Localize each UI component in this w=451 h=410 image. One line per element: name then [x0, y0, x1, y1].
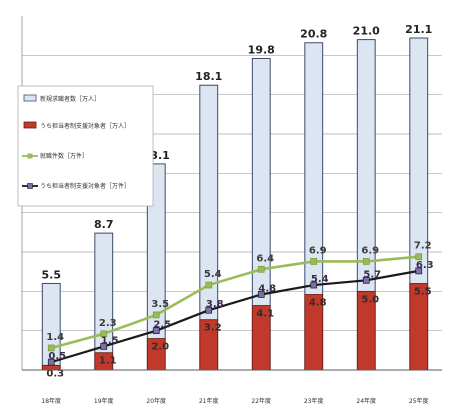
x-tick-label: 21年度 [199, 397, 219, 405]
data-label-placements: 7.2 [414, 241, 432, 252]
line-placements [50, 255, 419, 350]
x-tick-label: 22年度 [251, 397, 271, 405]
marker-support-placements [415, 267, 423, 275]
legend-item-new-seekers: 新規求職者数［万人］ [23, 94, 100, 103]
data-label-support-placements: 2.5 [153, 320, 171, 331]
data-label-placements: 3.5 [151, 299, 169, 310]
data-label-new-seekers: 21.0 [353, 25, 380, 38]
legend-box [17, 85, 154, 207]
data-label-new-seekers: 20.8 [300, 28, 327, 41]
marker-support-placements [100, 343, 108, 350]
bars [41, 37, 429, 371]
marker-placements [205, 281, 213, 289]
legend-swatch-support-seekers [23, 121, 37, 129]
legend-label-placements: 就職件数［万件］ [40, 152, 88, 160]
x-tick-label: 25年度 [409, 397, 429, 405]
data-label-new-seekers: 21.1 [405, 23, 432, 36]
line-support-placements [50, 269, 419, 364]
legend-item-support-placements: うち担当者制支援対象者［万件］ [22, 182, 130, 190]
legend-label-support-placements: うち担当者制支援対象者［万件］ [40, 182, 130, 190]
marker-placements [47, 344, 55, 352]
data-label-support-placements: 0.5 [48, 351, 66, 362]
marker-placements [362, 258, 370, 265]
data-label-support-placements: 5.4 [311, 274, 329, 285]
data-labels: 5.50.38.71.113.12.018.13.219.84.120.84.8… [42, 23, 434, 379]
data-label-support-placements: 3.8 [206, 299, 224, 310]
data-label-support-placements: 4.8 [258, 283, 276, 294]
data-label-support-seekers: 4.8 [309, 297, 327, 308]
legend-item-placements: 就職件数［万件］ [22, 152, 88, 160]
data-label-support-placements: 6.3 [416, 260, 434, 271]
data-label-support-seekers: 4.1 [256, 308, 274, 319]
data-label-new-seekers: 18.1 [195, 70, 222, 83]
data-label-placements: 2.3 [99, 318, 117, 329]
data-label-support-seekers: 5.0 [361, 294, 379, 305]
marker-support-placements [362, 276, 370, 284]
x-tick-label: 20年度 [146, 397, 166, 405]
marker-support-placements [47, 358, 55, 366]
marker-placements [152, 311, 160, 319]
lines [47, 253, 423, 366]
x-tick-label: 23年度 [304, 397, 324, 405]
data-label-placements: 1.4 [46, 332, 64, 343]
marker-support-placements [310, 281, 318, 289]
marker-placements [100, 330, 108, 338]
x-tick-label: 24年度 [356, 397, 376, 405]
legend-marker-placements [27, 153, 33, 159]
x-axis: 18年度 19年度 20年度 21年度 22年度 23年度 24年度 25年度 [22, 369, 442, 405]
data-label-support-seekers: 2.0 [151, 342, 169, 353]
data-label-placements: 6.9 [309, 245, 327, 256]
marker-placements [257, 265, 265, 273]
legend-label-support-seekers: うち担当者制支援対象者［万人］ [40, 122, 130, 130]
legend-item-support-seekers: うち担当者制支援対象者［万人］ [23, 121, 130, 130]
x-tick-label: 19年度 [94, 397, 114, 405]
x-tick-label: 18年度 [41, 397, 61, 405]
legend-label-new-seekers: 新規求職者数［万人］ [40, 95, 100, 103]
marker-support-placements [257, 291, 265, 298]
marker-support-placements [205, 306, 213, 314]
legend-swatch-new-seekers [23, 94, 37, 102]
data-label-support-seekers: 0.3 [46, 368, 64, 379]
marker-support-placements [152, 327, 160, 335]
marker-placements [310, 258, 318, 265]
data-label-placements: 6.4 [256, 253, 274, 264]
data-label-support-seekers: 3.2 [204, 323, 222, 334]
data-label-new-seekers: 19.8 [248, 43, 275, 56]
data-label-new-seekers: 8.7 [94, 218, 114, 231]
data-label-support-placements: 1.5 [101, 335, 119, 346]
data-label-new-seekers: 5.5 [42, 268, 62, 281]
data-label-support-placements: 5.7 [363, 269, 381, 280]
marker-placements [415, 253, 423, 261]
data-label-placements: 5.4 [204, 269, 222, 280]
data-label-support-seekers: 5.5 [414, 286, 432, 297]
legend-marker-support-placements [27, 183, 33, 189]
data-label-support-seekers: 1.1 [99, 356, 117, 367]
legend: 新規求職者数［万人］ うち担当者制支援対象者［万人］ 就職件数［万件］ うち担当… [17, 85, 154, 207]
data-label-placements: 6.9 [361, 245, 379, 256]
